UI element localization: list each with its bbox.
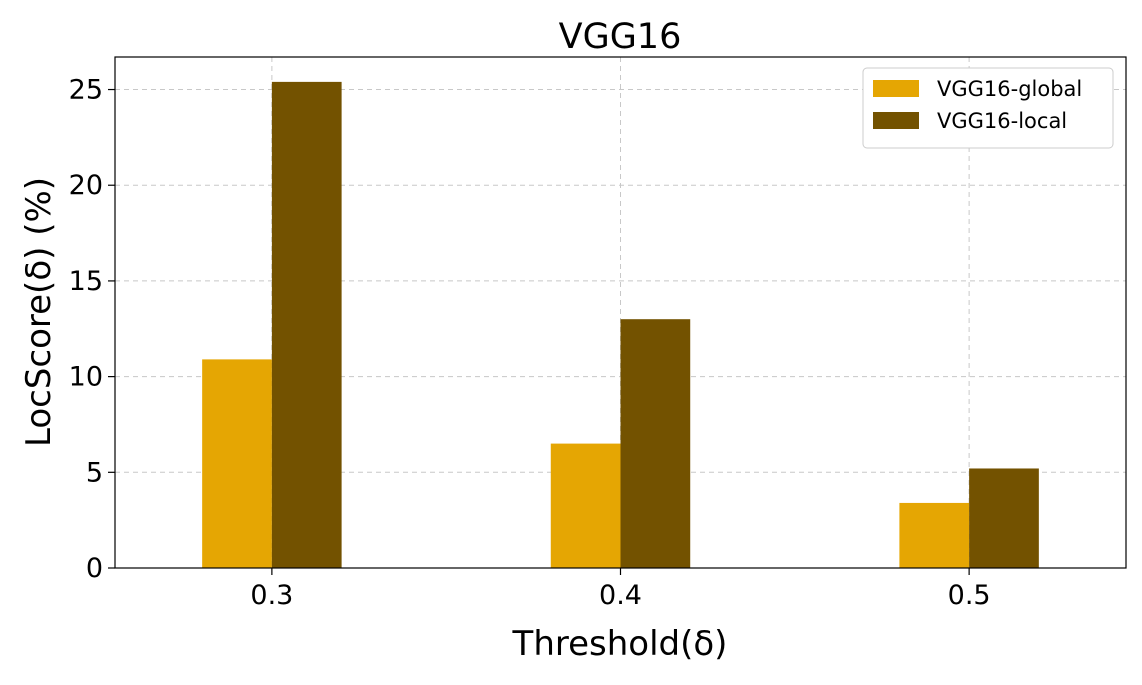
chart-title: VGG16 (559, 17, 682, 57)
y-tick-label: 15 (69, 266, 103, 297)
y-tick-label: 0 (86, 553, 103, 584)
y-tick-label: 20 (69, 170, 103, 201)
bars (202, 81, 1039, 568)
x-axis-ticks: 0.3 0.4 0.5 (250, 568, 991, 611)
legend-label: VGG16-global (937, 77, 1082, 101)
y-axis-ticks: 0 5 10 15 20 25 (69, 75, 115, 584)
x-tick-label: 0.3 (250, 580, 293, 611)
y-tick-label: 10 (69, 362, 103, 393)
x-axis-label: Threshold(δ) (512, 624, 728, 664)
bar-vgg16-global (899, 502, 970, 568)
legend-swatch (873, 80, 919, 97)
y-tick-label: 25 (69, 75, 103, 106)
x-tick-label: 0.4 (599, 580, 642, 611)
bar-vgg16-local (271, 81, 342, 568)
legend-swatch (873, 112, 919, 129)
bar-vgg16-local (969, 468, 1039, 568)
y-tick-label: 5 (86, 457, 103, 488)
y-axis-label: LocScore(δ) (%) (19, 177, 59, 447)
legend: VGG16-global VGG16-local (862, 67, 1114, 149)
bar-vgg16-local (620, 319, 691, 568)
bar-vgg16-global (550, 443, 621, 568)
legend-label: VGG16-local (937, 109, 1067, 133)
bar-vgg16-global (202, 359, 272, 568)
legend-frame (862, 67, 1114, 149)
x-tick-label: 0.5 (948, 580, 991, 611)
